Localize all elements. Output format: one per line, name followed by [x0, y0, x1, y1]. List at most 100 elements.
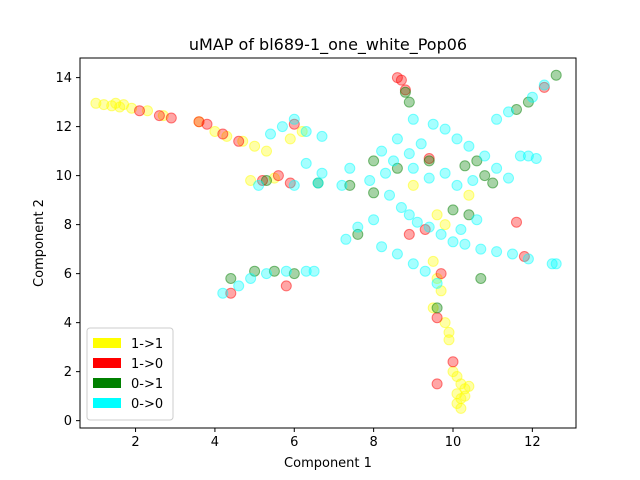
point-series-3-51: [419, 265, 431, 277]
point-series-3-32: [395, 202, 407, 213]
point-series-3-25: [530, 153, 542, 164]
point-series-3-2: [245, 273, 257, 284]
point-series-3-69: [376, 145, 388, 157]
point-series-3-4: [280, 265, 292, 277]
point-series-3-21: [491, 162, 503, 174]
point-series-3-26: [407, 162, 419, 174]
point-series-1-8: [272, 170, 284, 182]
point-series-3-10: [336, 179, 348, 191]
point-series-3-48: [376, 241, 388, 253]
point-series-3-60: [276, 121, 288, 133]
point-series-2-13: [447, 204, 459, 216]
point-series-0-1: [98, 99, 110, 111]
point-series-3-19: [463, 140, 475, 152]
point-series-3-44: [550, 258, 562, 270]
point-series-3-9: [312, 177, 324, 189]
y-axis: 0 2 4 6 8 10 12 14: [55, 71, 80, 429]
x-tick-label-0: 2: [131, 435, 139, 450]
point-series-3-42: [522, 253, 534, 265]
point-series-2-0: [399, 86, 411, 98]
point-series-0-23: [427, 255, 439, 267]
point-series-1-6: [233, 135, 245, 147]
point-series-3-16: [427, 118, 439, 130]
point-series-3-18: [451, 133, 463, 145]
point-series-3-17: [439, 123, 451, 135]
point-series-3-14: [403, 148, 415, 160]
point-series-3-62: [300, 126, 312, 137]
y-tick-label-6: 12: [55, 120, 72, 135]
point-series-0-38: [463, 380, 475, 392]
point-series-3-12: [380, 167, 391, 179]
point-series-2-17: [225, 273, 237, 284]
point-series-3-68: [391, 133, 403, 145]
point-series-3-34: [411, 216, 423, 228]
point-series-2-20: [288, 268, 300, 280]
point-series-3-53: [455, 224, 467, 235]
point-series-2-7: [423, 155, 435, 167]
point-series-2-15: [475, 273, 487, 284]
point-series-3-56: [503, 106, 514, 118]
chart-title: uMAP of bl689-1_one_white_Pop06: [189, 35, 467, 55]
point-series-3-5: [300, 265, 312, 277]
point-series-1-23: [538, 81, 550, 93]
point-series-1-1: [153, 110, 165, 122]
point-series-2-9: [471, 155, 483, 167]
point-series-3-39: [475, 243, 487, 255]
point-series-3-36: [435, 228, 447, 240]
point-series-0-22: [463, 189, 475, 201]
point-series-0-14: [261, 145, 272, 157]
y-tick-label-7: 14: [55, 71, 72, 86]
point-series-0-21: [439, 219, 451, 231]
point-series-0-8: [157, 110, 169, 122]
point-series-2-21: [261, 175, 272, 186]
point-series-0-20: [431, 209, 443, 221]
point-series-3-59: [265, 128, 276, 140]
point-series-3-57: [526, 91, 538, 103]
y-tick-label-1: 2: [64, 365, 72, 380]
point-series-0-28: [443, 326, 455, 338]
point-series-3-0: [217, 287, 229, 299]
point-series-1-12: [395, 74, 407, 86]
x-axis: 2 4 6 8 10 12: [131, 428, 541, 450]
point-series-3-30: [467, 175, 479, 186]
point-series-3-46: [352, 221, 364, 233]
point-series-0-26: [427, 302, 439, 314]
legend-swatch-0: [93, 338, 121, 348]
point-series-3-35: [423, 221, 435, 233]
point-series-0-12: [237, 135, 249, 147]
point-series-1-18: [431, 312, 443, 324]
y-tick-label-2: 4: [64, 316, 72, 331]
point-series-2-2: [511, 104, 522, 115]
point-series-0-29: [443, 334, 455, 346]
point-series-0-19: [407, 179, 419, 191]
point-series-1-13: [399, 84, 411, 96]
point-series-3-50: [407, 258, 419, 270]
point-series-2-8: [459, 160, 471, 172]
point-series-1-4: [201, 118, 213, 130]
point-series-3-41: [507, 248, 518, 260]
point-series-3-38: [459, 238, 471, 250]
point-series-3-13: [388, 155, 399, 167]
point-series-2-4: [550, 69, 562, 81]
legend: 1->1 1->0 0->1 0->0: [86, 327, 174, 421]
point-series-3-37: [447, 236, 459, 248]
point-series-1-0: [134, 105, 145, 117]
point-series-3-7: [253, 179, 265, 191]
point-series-3-49: [391, 248, 403, 260]
point-series-1-20: [431, 378, 443, 390]
point-series-1-2: [165, 112, 177, 124]
legend-label-2: 0->1: [131, 377, 163, 392]
x-axis-title: Component 1: [284, 456, 372, 471]
plot-frame: [79, 57, 577, 429]
y-tick-label-3: 6: [64, 267, 72, 282]
point-series-3-64: [300, 157, 312, 169]
point-series-1-15: [403, 228, 415, 240]
point-series-1-14: [423, 153, 435, 164]
point-series-3-11: [364, 175, 376, 186]
x-tick-label-5: 12: [524, 435, 541, 450]
point-series-3-61: [288, 113, 300, 125]
point-series-0-13: [249, 140, 261, 152]
point-series-0-17: [245, 175, 257, 186]
point-series-3-55: [491, 113, 503, 125]
point-series-0-37: [455, 402, 467, 414]
